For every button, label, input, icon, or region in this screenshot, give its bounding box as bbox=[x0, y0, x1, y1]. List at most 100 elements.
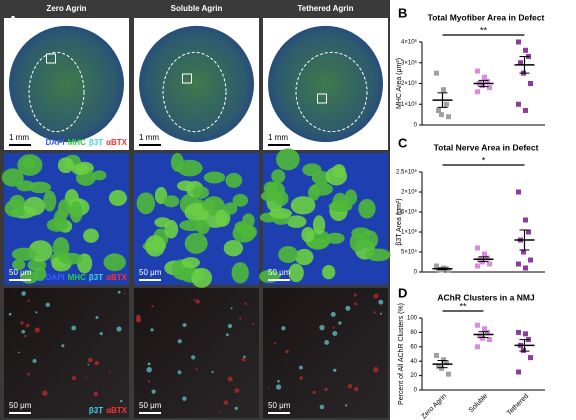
column-title: Tethered Agrin bbox=[297, 4, 353, 13]
stain-speck bbox=[267, 387, 270, 390]
data-point bbox=[436, 107, 441, 113]
data-point bbox=[521, 249, 526, 255]
myofiber bbox=[232, 193, 249, 207]
myofiber bbox=[275, 148, 300, 171]
stain-speck bbox=[299, 365, 303, 370]
stain-speck bbox=[95, 315, 99, 319]
y-tick-label: 20 bbox=[410, 373, 417, 379]
myofiber bbox=[191, 267, 213, 288]
scale-bar-label: 50 μm bbox=[268, 401, 291, 410]
data-point bbox=[526, 229, 531, 235]
y-tick-label: 2×10⁶ bbox=[401, 189, 418, 196]
stain-speck bbox=[252, 323, 255, 326]
data-point bbox=[482, 251, 487, 257]
myofiber bbox=[57, 157, 74, 174]
myofiber bbox=[223, 240, 244, 257]
myofiber bbox=[286, 215, 307, 228]
myofiber bbox=[325, 166, 348, 186]
data-point bbox=[523, 331, 528, 337]
myofiber bbox=[22, 158, 36, 169]
myofiber bbox=[225, 172, 243, 188]
stain-speck bbox=[27, 372, 30, 376]
myofiber bbox=[9, 194, 25, 209]
tissue-section bbox=[9, 25, 124, 143]
myofiber bbox=[240, 225, 258, 240]
significance-label: ** bbox=[480, 25, 488, 35]
stain-name: β3T bbox=[89, 406, 103, 415]
y-tick-label: 5×10⁵ bbox=[401, 249, 418, 256]
y-tick-label: 100 bbox=[407, 316, 418, 322]
myofiber bbox=[322, 265, 336, 280]
y-tick-label: 3×10⁶ bbox=[401, 59, 418, 66]
stain-speck bbox=[241, 357, 246, 362]
stain-speck bbox=[71, 375, 77, 381]
stain-name: DAPI bbox=[46, 273, 65, 282]
stain-speck bbox=[71, 325, 77, 331]
y-tick-label: 60 bbox=[410, 344, 417, 350]
myofiber bbox=[325, 232, 345, 244]
stain-speck bbox=[61, 344, 65, 348]
stain-speck bbox=[25, 323, 30, 328]
data-point bbox=[485, 255, 490, 261]
myofiber bbox=[361, 230, 379, 250]
panel-label: B bbox=[398, 5, 407, 20]
stain-name: αBTX bbox=[106, 406, 128, 415]
stain-speck bbox=[147, 362, 151, 366]
myofiber bbox=[28, 181, 52, 194]
stain-name: MHC bbox=[68, 138, 86, 147]
data-point bbox=[528, 355, 533, 361]
data-point bbox=[439, 112, 444, 118]
stain-speck bbox=[332, 326, 335, 329]
stain-speck bbox=[177, 370, 182, 375]
zoom-box bbox=[182, 73, 192, 84]
myofiber bbox=[145, 235, 166, 257]
stain-speck bbox=[332, 330, 338, 337]
stain-speck bbox=[195, 368, 198, 371]
y-tick-label: 0 bbox=[414, 388, 418, 394]
stain-speck bbox=[116, 326, 122, 332]
stain-speck bbox=[32, 358, 37, 364]
stain-speck bbox=[378, 299, 384, 305]
myofiber bbox=[344, 189, 358, 206]
scale-bar-label: 50 μm bbox=[139, 268, 162, 277]
myofiber bbox=[215, 209, 231, 227]
myofiber bbox=[302, 163, 322, 177]
stain-speck bbox=[345, 404, 348, 407]
x-tick-label: Tethered bbox=[506, 393, 530, 417]
myofiber bbox=[34, 266, 47, 281]
myofiber bbox=[164, 219, 179, 239]
data-point bbox=[477, 257, 482, 263]
stain-speck bbox=[324, 387, 328, 392]
myofiber bbox=[349, 232, 365, 252]
stain-name: DAPI bbox=[46, 138, 65, 147]
defect-outline bbox=[295, 51, 368, 133]
data-point bbox=[434, 70, 439, 76]
data-point bbox=[528, 257, 533, 263]
data-point bbox=[434, 263, 439, 269]
data-point bbox=[528, 81, 533, 86]
stain-name: αBTX bbox=[106, 273, 128, 282]
data-point bbox=[487, 85, 492, 91]
stain-speck bbox=[20, 321, 24, 325]
stain-speck bbox=[275, 384, 282, 390]
data-point bbox=[436, 363, 441, 369]
stain-speck bbox=[120, 399, 123, 403]
stain-speck bbox=[117, 290, 121, 294]
stain-speck bbox=[319, 404, 325, 410]
stain-speck bbox=[45, 302, 50, 307]
stain-speck bbox=[243, 355, 246, 359]
stain-speck bbox=[182, 396, 187, 401]
data-point bbox=[516, 39, 521, 45]
stain-speck bbox=[135, 317, 142, 323]
stain-name: MHC bbox=[68, 273, 86, 282]
stain-speck bbox=[312, 390, 316, 395]
y-axis-label: β3T Area (μm²) bbox=[396, 198, 403, 245]
myofiber bbox=[231, 262, 249, 284]
y-axis-label: Percent of All AChR Clusters (%) bbox=[398, 303, 405, 405]
data-point bbox=[446, 371, 451, 377]
stain-legend: DAPI MHC β3T αBTX bbox=[46, 138, 128, 147]
data-point bbox=[444, 360, 449, 366]
stain-speck bbox=[151, 305, 154, 308]
scale-bar-label: 1 mm bbox=[268, 133, 288, 142]
stain-speck bbox=[338, 321, 342, 325]
